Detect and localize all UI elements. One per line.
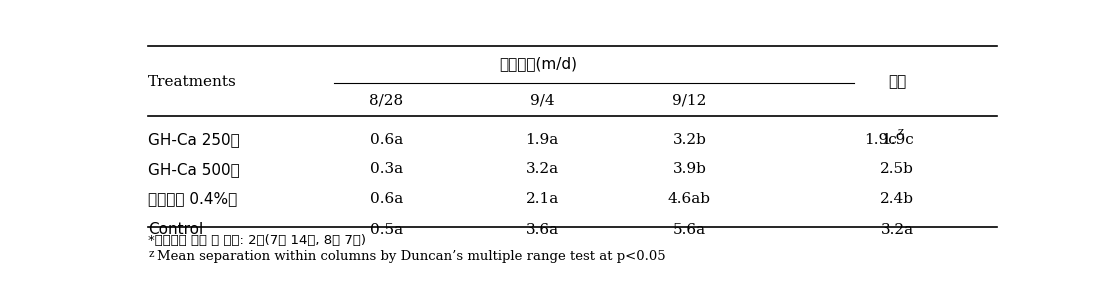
Text: 3.9b: 3.9b (672, 163, 706, 176)
Text: *수체살포 회수 및 시기: 2회(7월 14일, 8월 7일): *수체살포 회수 및 시기: 2회(7월 14일, 8월 7일) (149, 234, 366, 247)
Text: 2.4b: 2.4b (880, 192, 914, 206)
Text: GH-Ca 500배: GH-Ca 500배 (149, 162, 240, 177)
Text: 1.9a: 1.9a (525, 133, 558, 147)
Text: 2.1a: 2.1a (525, 192, 558, 206)
Text: Control: Control (149, 222, 203, 237)
Text: 3.2b: 3.2b (672, 133, 706, 147)
Text: 0.5a: 0.5a (370, 223, 403, 237)
Text: GH-Ca 250배: GH-Ca 250배 (149, 132, 240, 148)
Text: 평균: 평균 (888, 74, 906, 89)
Text: 1.9c: 1.9c (880, 133, 914, 147)
Text: 9/4: 9/4 (529, 93, 554, 107)
Text: 4.6ab: 4.6ab (668, 192, 710, 206)
Text: 9/12: 9/12 (672, 93, 707, 107)
Text: 수확시기(m/d): 수확시기(m/d) (499, 56, 576, 71)
Text: 3.6a: 3.6a (526, 223, 558, 237)
Text: 5.6a: 5.6a (672, 223, 706, 237)
Text: z: z (149, 249, 154, 259)
Text: 0.6a: 0.6a (370, 192, 403, 206)
Text: 0.3a: 0.3a (370, 163, 403, 176)
Text: 2.5b: 2.5b (880, 163, 914, 176)
Text: 8/28: 8/28 (370, 93, 403, 107)
Text: 3.2a: 3.2a (880, 223, 914, 237)
Text: 3.2a: 3.2a (526, 163, 558, 176)
Text: z: z (898, 127, 904, 137)
Text: 1.9c: 1.9c (865, 133, 897, 147)
Text: 0.6a: 0.6a (370, 133, 403, 147)
Text: Mean separation within columns by Duncan’s multiple range test at p<0.05: Mean separation within columns by Duncan… (156, 250, 666, 263)
Text: Treatments: Treatments (149, 75, 237, 89)
Text: 염화칼슘 0.4%액: 염화칼슘 0.4%액 (149, 191, 238, 206)
